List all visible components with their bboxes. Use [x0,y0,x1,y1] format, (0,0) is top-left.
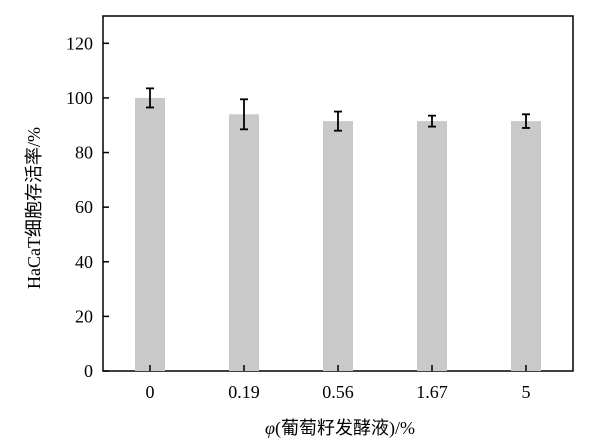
x-axis: 0 0.19 0.56 1.67 5 [146,365,531,402]
error-bar [146,87,154,109]
x-axis-title: φ(葡萄籽发酵液)/% [265,418,415,439]
bar [323,121,353,371]
x-tick-label: 1.67 [416,382,448,402]
error-bar [428,114,436,128]
y-tick-label: 0 [84,361,93,381]
bar [417,121,447,371]
error-bar [240,98,248,131]
y-axis-title: HaCaT细胞存活率/% [24,127,44,289]
y-tick-label: 20 [75,306,93,326]
bars [135,97,541,372]
bar [511,121,541,371]
x-tick-label: 0.19 [228,382,260,402]
x-tick-label: 0 [146,382,155,402]
bar [229,114,259,372]
x-tick-label: 5 [522,382,531,402]
y-tick-label: 40 [75,252,93,272]
y-axis: 0 20 40 60 80 100 120 [66,33,109,381]
error-bars [146,87,530,132]
y-tick-label: 80 [75,143,93,163]
x-tick-label: 0.56 [322,382,354,402]
bar [135,97,165,371]
error-bar [522,113,530,129]
y-tick-label: 60 [75,197,93,217]
y-tick-label: 100 [66,88,93,108]
y-tick-label: 120 [66,33,93,53]
error-bar [334,110,342,132]
